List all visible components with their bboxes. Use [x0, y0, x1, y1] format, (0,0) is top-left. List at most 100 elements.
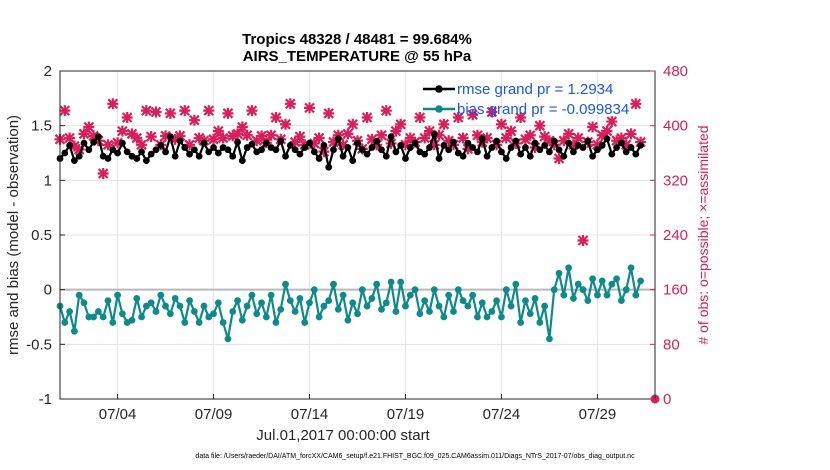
bias-point — [565, 264, 573, 272]
y-right-tick-label: 240 — [663, 227, 688, 244]
bias-point — [142, 302, 150, 310]
obs-assimilated-marker — [395, 118, 407, 130]
rmse-point — [171, 152, 179, 160]
obs-assimilated-marker — [313, 132, 325, 144]
bias-point — [310, 286, 318, 294]
obs-assimilated-marker — [160, 130, 172, 142]
rmse-point — [234, 138, 241, 146]
x-tick-label: 07/09 — [195, 406, 233, 423]
obs-assimilated-marker — [193, 132, 205, 144]
bias-point — [320, 302, 328, 310]
rmse-point — [334, 135, 342, 143]
obs-assimilated-marker — [366, 133, 378, 145]
obs-assimilated-marker — [620, 139, 632, 151]
y-right-tick-label: 160 — [663, 282, 688, 299]
bias-point — [406, 291, 414, 299]
rmse-point — [61, 149, 69, 157]
rmse-point — [579, 144, 587, 151]
obs-assimilated-marker — [615, 132, 627, 144]
bias-point — [262, 313, 270, 321]
rmse-point — [387, 133, 395, 141]
rmse-point — [176, 137, 184, 145]
rmse-point — [286, 141, 294, 149]
obs-assimilated-marker — [318, 146, 330, 158]
rmse-point — [320, 141, 328, 149]
rmse-point — [248, 140, 256, 148]
bias-point — [147, 299, 155, 307]
bias-point — [560, 291, 568, 299]
bias-point — [541, 302, 549, 310]
rmse-point — [411, 139, 419, 147]
rmse-point — [517, 150, 525, 158]
obs-assimilated-marker — [375, 129, 387, 141]
rmse-point — [90, 138, 97, 146]
rmse-point — [627, 144, 635, 151]
rmse-point — [622, 148, 630, 156]
obs-assimilated-marker — [500, 132, 512, 144]
rmse-point — [262, 139, 270, 147]
bias-point — [397, 278, 405, 286]
bias-point — [109, 319, 117, 326]
rmse-point — [483, 152, 491, 160]
series-group — [54, 98, 660, 404]
obs-assimilated-marker — [265, 129, 277, 141]
obs-assimilated-marker — [140, 105, 152, 117]
bias-point — [133, 295, 141, 302]
bias-point — [277, 305, 285, 313]
rmse-point — [195, 152, 203, 160]
bias-point — [224, 335, 232, 343]
obs-assimilated-marker — [164, 107, 176, 119]
rmse-point — [445, 146, 453, 154]
bias-point — [363, 302, 371, 310]
obs-assimilated-marker — [524, 129, 536, 141]
rmse-point — [339, 152, 347, 160]
bias-point — [243, 302, 251, 310]
x-axis-label: Jul.01,2017 00:00:00 start — [256, 427, 430, 444]
obs-assimilated-marker — [606, 116, 618, 128]
bias-point — [166, 310, 174, 318]
obs-assimilated-marker — [78, 128, 90, 140]
bias-point — [238, 316, 246, 324]
legend-rmse-marker — [435, 85, 443, 93]
rmse-point — [426, 144, 433, 151]
rmse-point — [315, 155, 323, 162]
rmse-point — [70, 157, 78, 165]
bias-point — [512, 280, 520, 288]
rmse-point — [166, 133, 174, 141]
bias-point — [555, 269, 563, 277]
bias-point — [282, 280, 289, 288]
bias-point — [450, 308, 457, 315]
bias-point — [464, 302, 472, 310]
bias-point — [258, 299, 265, 307]
obs-assimilated-marker — [208, 133, 220, 145]
rmse-point — [214, 149, 222, 157]
rmse-point — [526, 152, 534, 160]
obs-assimilated-marker — [587, 121, 599, 133]
rmse-point — [608, 150, 616, 158]
bias-point — [454, 286, 462, 294]
rmse-point — [435, 155, 443, 162]
obs-assimilated-marker — [467, 109, 479, 121]
rmse-point — [450, 138, 457, 146]
bias-point — [546, 335, 553, 343]
legend-bias-label: bias grand pr = -0.099834 — [457, 101, 629, 118]
y-axis-right-label: # of obs: o=possible; ×=assimilated — [695, 125, 711, 344]
data-file-footer: data file: /Users/raeder/DAI/ATM_forcXX/… — [195, 453, 635, 460]
bias-point — [507, 302, 515, 310]
rmse-point — [378, 146, 385, 154]
rmse-point — [104, 155, 112, 162]
obs-assimilated-marker — [112, 137, 124, 149]
y-axis-label: rmse and bias (model - observation) — [5, 115, 22, 355]
obs-assimilated-marker — [577, 234, 589, 246]
bias-point — [416, 310, 424, 318]
obs-assimilated-marker — [121, 111, 133, 123]
rmse-point — [200, 139, 208, 147]
bias-point — [536, 319, 544, 326]
obs-assimilated-marker — [294, 131, 306, 143]
bias-point — [248, 291, 256, 299]
obs-assimilated-marker — [419, 132, 431, 144]
obs-assimilated-marker — [553, 152, 565, 164]
obs-assimilated-marker — [558, 135, 570, 147]
obs-assimilated-marker — [136, 139, 148, 151]
bias-point — [498, 313, 505, 321]
